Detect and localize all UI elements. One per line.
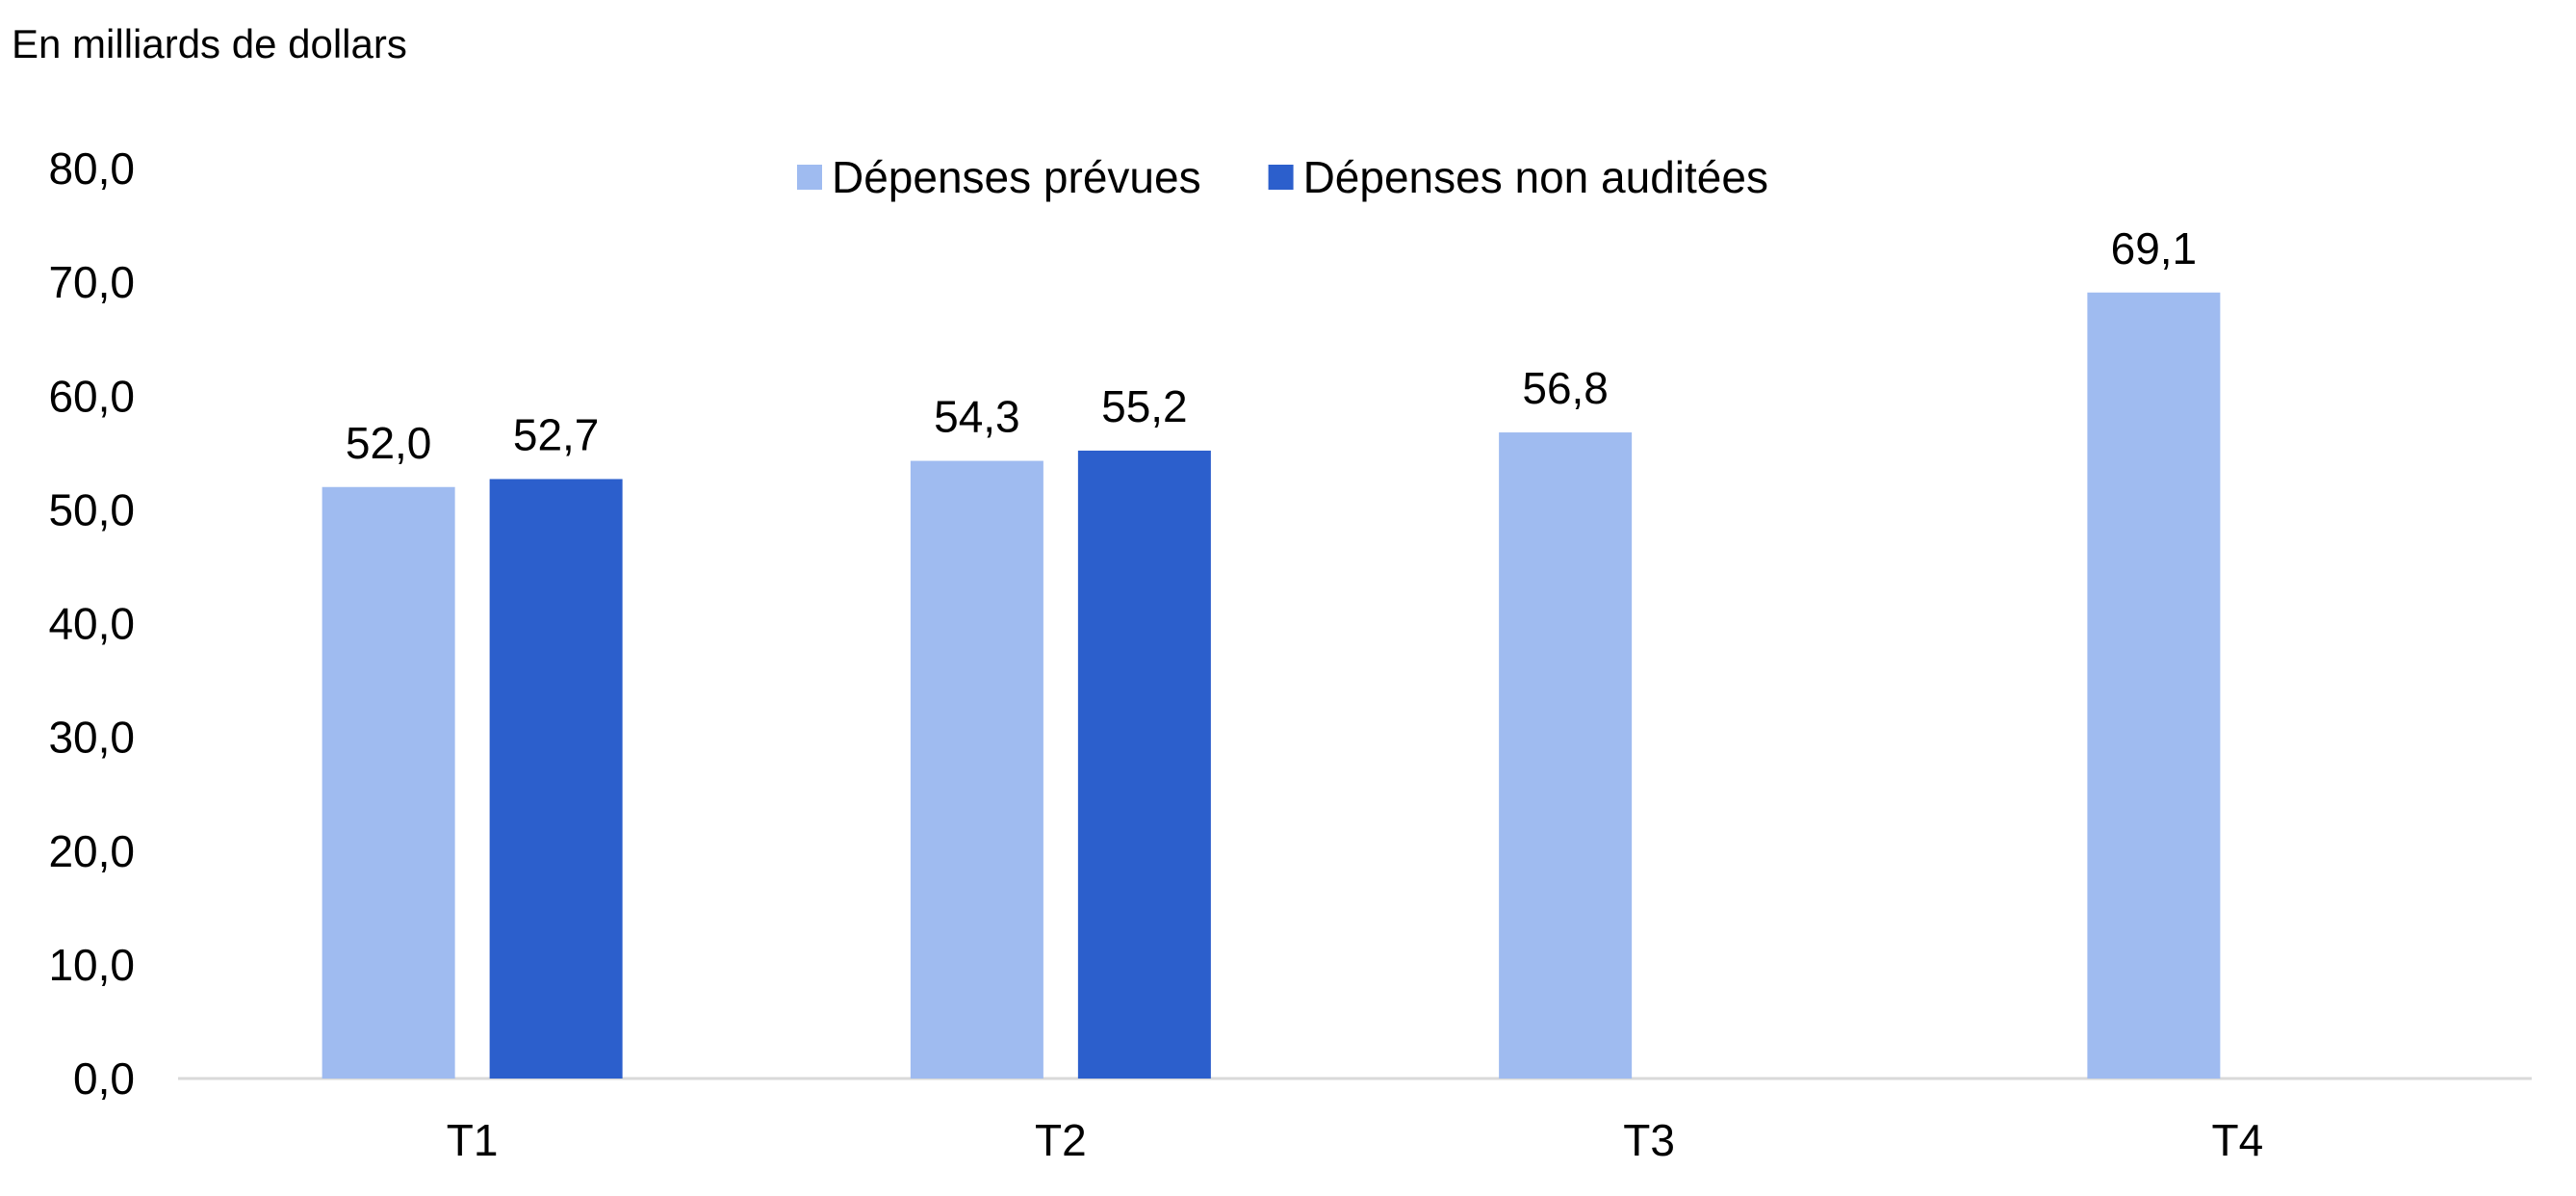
legend-swatch — [1268, 165, 1294, 190]
y-tick-label: 80,0 — [48, 143, 135, 194]
legend-label: Dépenses non auditées — [1303, 152, 1768, 202]
legend: Dépenses prévues Dépenses non auditées — [797, 152, 1768, 202]
data-label: 56,8 — [1522, 363, 1609, 413]
bar-t2-series-1 — [910, 460, 1043, 1079]
y-tick-label: 0,0 — [73, 1053, 135, 1104]
category-labels-group: T1 T2 T3 T4 — [447, 1115, 2263, 1165]
y-tick-label: 20,0 — [48, 826, 135, 876]
data-label: 69,1 — [2111, 223, 2198, 273]
x-tick-label: T4 — [2212, 1115, 2264, 1165]
data-label: 55,2 — [1101, 381, 1188, 431]
x-tick-label: T2 — [1035, 1115, 1087, 1165]
data-label: 52,0 — [346, 418, 432, 468]
y-tick-label: 50,0 — [48, 484, 135, 534]
bar-t4-series-1 — [2087, 292, 2221, 1079]
y-tick-label: 30,0 — [48, 713, 135, 763]
y-tick-label: 70,0 — [48, 257, 135, 307]
bar-t2-series-2 — [1077, 450, 1211, 1079]
bar-t3-series-1 — [1499, 432, 1633, 1079]
data-label: 54,3 — [934, 392, 1020, 442]
bar-t1-series-2 — [489, 479, 623, 1079]
data-label: 52,7 — [513, 409, 600, 459]
legend-swatch — [797, 165, 822, 190]
data-labels-group: 52,0 52,7 54,3 55,2 56,8 69,1 — [346, 223, 2197, 468]
legend-label: Dépenses prévues — [832, 152, 1201, 202]
y-axis-ticks: 0,0 10,0 20,0 30,0 40,0 50,0 60,0 70,0 80,0 — [48, 143, 135, 1104]
bar-t1-series-1 — [322, 486, 455, 1079]
x-tick-label: T3 — [1623, 1115, 1675, 1165]
y-tick-label: 60,0 — [48, 371, 135, 421]
y-tick-label: 10,0 — [48, 940, 135, 990]
y-tick-label: 40,0 — [48, 599, 135, 649]
bars-group — [322, 292, 2221, 1079]
x-tick-label: T1 — [447, 1115, 499, 1165]
unit-label: En milliards de dollars — [12, 21, 407, 66]
